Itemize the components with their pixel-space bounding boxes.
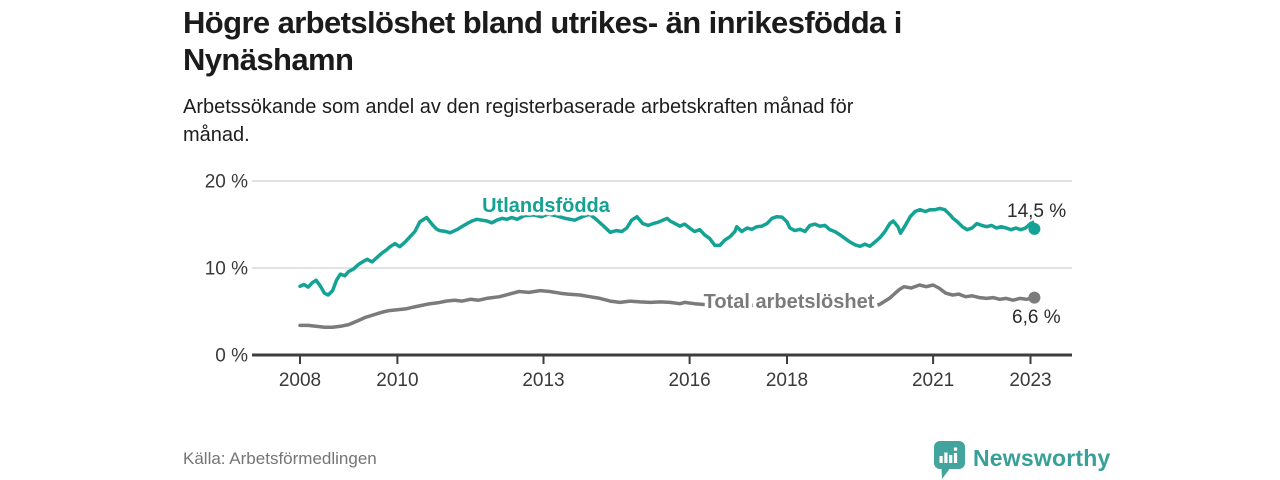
- series-end-value-label: 14,5 %: [1007, 201, 1066, 222]
- x-axis-tick-label: 2023: [1009, 370, 1051, 391]
- series-line-utlandsf-dda: [298, 206, 1037, 297]
- page-title: Högre arbetslöshet bland utrikes- än inr…: [183, 5, 902, 77]
- series-name-label: Utlandsfödda: [482, 195, 611, 217]
- x-axis-tick-label: 2016: [668, 370, 710, 391]
- x-axis-tick-label: 2010: [376, 370, 418, 391]
- brand-wordmark: Newsworthy: [973, 445, 1111, 471]
- source-note: Källa: Arbetsförmedlingen: [183, 449, 377, 468]
- x-axis-tick-label: 2018: [766, 370, 808, 391]
- series-end-dot: [1028, 222, 1041, 235]
- y-axis-tick-label: 0 %: [215, 346, 248, 367]
- series-line-total-arbetsl-shet: [298, 283, 1037, 329]
- y-axis-tick-label: 20 %: [205, 172, 248, 193]
- series-end-value-label: 6,6 %: [1012, 307, 1061, 328]
- y-axis-tick-label: 10 %: [205, 259, 248, 280]
- series-name-label: Total arbetslöshet: [704, 291, 875, 313]
- x-axis-tick-label: 2008: [279, 370, 321, 391]
- x-axis-tick-label: 2021: [912, 370, 954, 391]
- newsworthy-logo-icon: [934, 441, 965, 479]
- x-axis-tick-label: 2013: [522, 370, 564, 391]
- mini-bar-chart-glyph: [939, 447, 958, 463]
- page-subtitle: Arbetssökande som andel av den registerb…: [183, 96, 854, 146]
- brand-footer: Newsworthy: [933, 440, 1110, 480]
- series-end-dot: [1028, 291, 1041, 304]
